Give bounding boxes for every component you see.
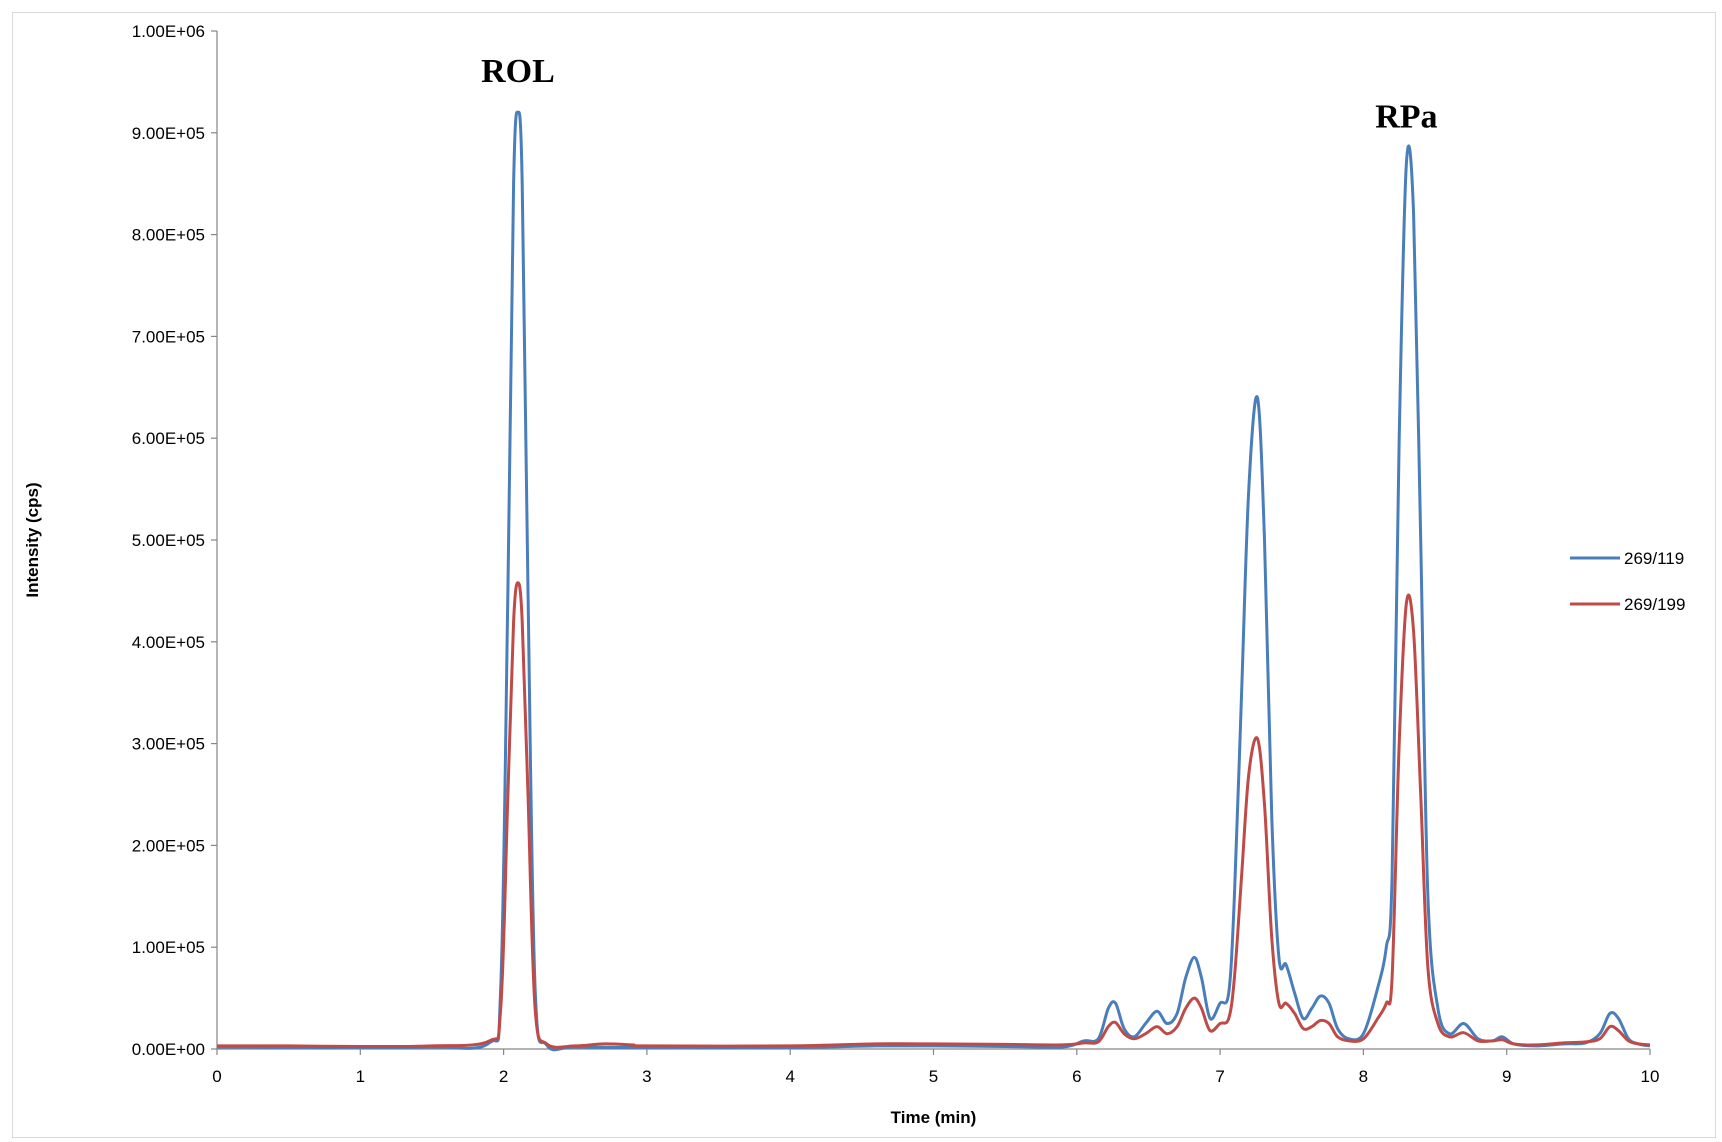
x-tick-label: 10 (1641, 1067, 1660, 1086)
peak-label-rol: ROL (481, 53, 555, 90)
x-tick-label: 0 (212, 1067, 221, 1086)
peak-label-rpa: RPa (1375, 99, 1437, 136)
y-tick-label: 8.00E+05 (132, 226, 205, 245)
x-tick-label: 4 (785, 1067, 794, 1086)
x-tick-label: 7 (1215, 1067, 1224, 1086)
legend: 269/119 269/199 (1570, 549, 1685, 614)
y-tick-label: 7.00E+05 (132, 327, 205, 346)
y-tick-label: 4.00E+05 (132, 633, 205, 652)
series-line-1 (216, 110, 1651, 1052)
x-tick-label: 2 (499, 1067, 508, 1086)
y-axis-tick-labels: 0.00E+00 1.00E+05 2.00E+05 3.00E+05 4.00E+05… (132, 22, 217, 1059)
y-tick-label: 1.00E+05 (132, 938, 205, 957)
series-line-2 (217, 581, 1651, 1049)
x-tick-label: 3 (642, 1067, 651, 1086)
x-axis-title: Time (min) (891, 1108, 977, 1127)
legend-label-1: 269/119 (1624, 549, 1684, 568)
y-axis-title: Intensity (cps) (23, 482, 42, 597)
x-tick-label: 9 (1502, 1067, 1511, 1086)
y-tick-label: 2.00E+05 (132, 836, 205, 855)
x-tick-label: 6 (1072, 1067, 1081, 1086)
peak-annotations: ROL RPa (481, 53, 1437, 136)
legend-label-2: 269/199 (1624, 595, 1685, 614)
y-tick-label: 1.00E+06 (132, 22, 205, 41)
x-tick-label: 5 (929, 1067, 938, 1086)
y-tick-label: 3.00E+05 (132, 735, 205, 754)
x-tick-label: 1 (356, 1067, 365, 1086)
y-tick-label: 6.00E+05 (132, 429, 205, 448)
y-tick-label: 0.00E+00 (132, 1040, 205, 1059)
y-tick-label: 9.00E+05 (132, 124, 205, 143)
y-tick-label: 5.00E+05 (132, 531, 205, 550)
series-layer (216, 110, 1651, 1052)
axes (216, 31, 1650, 1050)
x-axis-tick-labels: 0 1 2 3 4 5 6 7 8 9 10 (212, 1049, 1659, 1086)
x-tick-label: 8 (1359, 1067, 1368, 1086)
